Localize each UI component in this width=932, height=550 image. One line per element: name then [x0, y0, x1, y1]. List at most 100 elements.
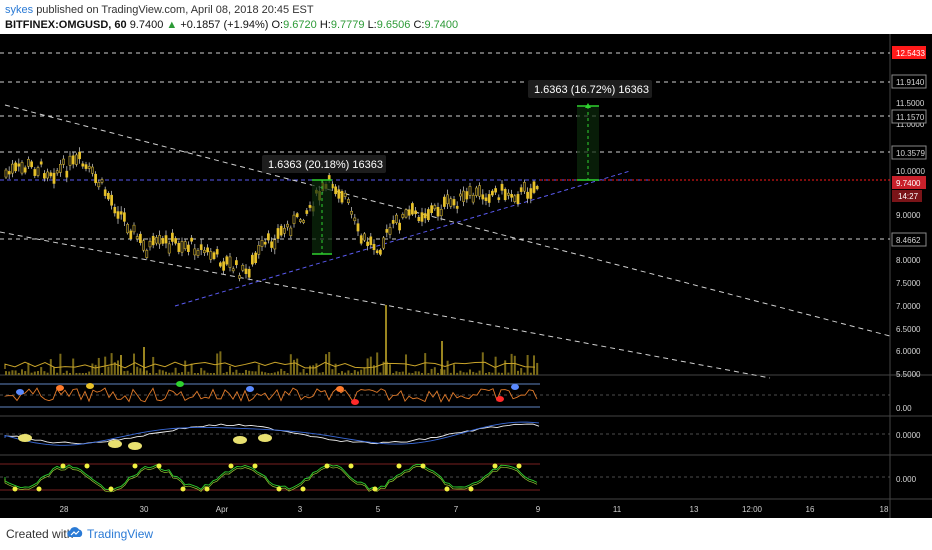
volume-bar	[37, 370, 39, 375]
candle-body	[247, 269, 251, 278]
osc1-axis-label: 0.00	[896, 404, 912, 413]
tradingview-link[interactable]: TradingView	[87, 527, 154, 541]
time-tick: 11	[613, 505, 622, 514]
candle-body	[251, 254, 254, 265]
volume-bar	[328, 352, 331, 375]
volume-bar	[65, 370, 68, 375]
candle-body	[411, 203, 414, 215]
horizontal-levels[interactable]	[0, 52, 890, 240]
candle-body	[407, 209, 411, 216]
oscillator-pane-2[interactable]	[0, 421, 890, 450]
candle-body	[52, 172, 56, 184]
volume-bar	[517, 370, 519, 375]
volume-bar	[443, 369, 446, 375]
candle-body	[404, 209, 408, 218]
publish-info: sykes published on TradingView.com, Apri…	[5, 4, 314, 16]
candle-body	[151, 235, 155, 246]
volume-bar	[187, 371, 190, 375]
osc3-dot	[84, 463, 90, 469]
volume-bar	[424, 353, 427, 375]
volume-series[interactable]	[4, 305, 539, 375]
candle-body	[398, 222, 401, 231]
candle-body	[196, 250, 200, 256]
candle-body	[423, 213, 427, 219]
volume-bar	[430, 368, 433, 375]
support-trendline[interactable]	[174, 170, 631, 307]
price-axis[interactable]: 11.5000 11.0000 10.0000 9.0000 8.0000 7.…	[891, 46, 927, 484]
candle-body	[401, 214, 405, 218]
candle-body	[427, 209, 430, 221]
time-axis[interactable]: 28 30 Apr 3 5 7 9 11 13 12:00 16 18	[60, 505, 889, 514]
volume-bar	[267, 372, 270, 375]
footer: Created with TradingView	[0, 518, 932, 550]
upper-downtrend-line[interactable]	[4, 104, 891, 337]
volume-bar	[488, 372, 491, 375]
candle-body	[116, 211, 120, 219]
volume-bar	[21, 369, 23, 375]
candle-body	[433, 205, 437, 210]
volume-bar	[283, 371, 286, 375]
osc3-dot	[276, 486, 282, 492]
volume-bar	[501, 372, 503, 375]
candle-body	[11, 163, 14, 174]
volume-bar	[536, 362, 539, 375]
level-badge-text: 11.1570	[896, 113, 925, 122]
volume-bar	[46, 372, 49, 375]
tradingview-cloud-icon[interactable]	[66, 525, 84, 539]
osc3-dot	[396, 463, 402, 469]
volume-bar	[235, 369, 238, 375]
current-price-text: 9.7400	[896, 179, 921, 188]
candle-body	[267, 233, 270, 241]
volume-bar	[273, 372, 276, 375]
volume-bar	[197, 372, 199, 375]
volume-bar	[161, 370, 164, 375]
candle-body	[7, 171, 11, 175]
candle-body	[113, 207, 117, 214]
candle-body	[84, 164, 88, 169]
chart-svg[interactable]: 1.6363 (20.18%) 16363 1.6363 (16.72%) 16…	[0, 34, 932, 518]
volume-bar	[27, 362, 30, 375]
candle-body	[139, 233, 142, 244]
symbol-name[interactable]: BITFINEX:OMGUSD, 60	[5, 19, 127, 31]
price-tick: 6.0000	[896, 347, 921, 356]
osc3-dot	[492, 463, 498, 469]
oscillator-pane-1[interactable]	[0, 381, 890, 408]
volume-bar	[459, 370, 462, 375]
osc2-highlight	[128, 442, 142, 450]
author-link[interactable]: sykes	[5, 4, 34, 16]
time-tick: 18	[880, 505, 889, 514]
candle-body	[452, 199, 456, 206]
oscillator-pane-3[interactable]	[0, 463, 890, 493]
candle-body	[55, 170, 59, 174]
volume-bar	[309, 365, 311, 375]
volume-bar	[472, 371, 475, 375]
candle-body	[14, 162, 17, 172]
candle-body	[478, 185, 481, 197]
candle-body	[39, 161, 43, 165]
candle-body	[414, 210, 417, 215]
candle-body	[199, 244, 203, 250]
volume-bar	[520, 368, 523, 375]
volume-bar	[43, 371, 46, 375]
candle-body	[516, 194, 520, 204]
candle-body	[206, 247, 209, 253]
candle-body	[286, 223, 289, 228]
measure-label-1: 1.6363 (20.18%) 16363	[268, 159, 383, 171]
price-tick: 8.0000	[896, 256, 921, 265]
price-tick: 9.0000	[896, 211, 921, 220]
candle-body	[532, 181, 536, 193]
volume-bar	[264, 372, 267, 375]
candlestick-series[interactable]	[4, 147, 539, 282]
candle-body	[180, 241, 184, 253]
volume-bar	[315, 363, 318, 375]
volume-bar	[321, 372, 324, 375]
candle-body	[465, 191, 469, 200]
candle-body	[363, 233, 366, 241]
candle-body	[526, 191, 529, 199]
open-label: O:	[271, 19, 284, 31]
candle-body	[481, 194, 485, 200]
chart-area[interactable]: 1.6363 (20.18%) 16363 1.6363 (16.72%) 16…	[0, 34, 932, 518]
volume-bar	[91, 363, 94, 375]
volume-bar	[56, 372, 59, 375]
price-tick: 6.5000	[896, 325, 921, 334]
